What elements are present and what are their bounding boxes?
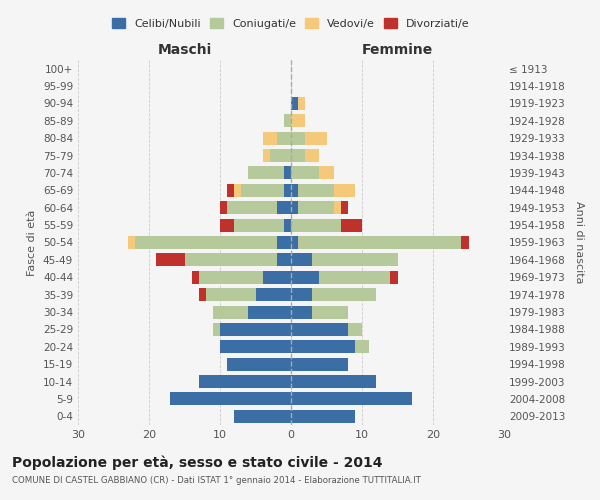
Bar: [313, 306, 348, 318]
Bar: [220, 201, 227, 214]
Legend: Celibi/Nubili, Coniugati/e, Vedovi/e, Divorziati/e: Celibi/Nubili, Coniugati/e, Vedovi/e, Di…: [109, 14, 473, 32]
Bar: [298, 201, 334, 214]
Bar: [277, 132, 291, 144]
Bar: [220, 323, 291, 336]
Bar: [241, 184, 284, 197]
Bar: [284, 114, 291, 128]
Y-axis label: Anni di nascita: Anni di nascita: [574, 201, 584, 284]
Bar: [199, 375, 291, 388]
Bar: [234, 410, 291, 423]
Bar: [284, 218, 291, 232]
Bar: [291, 201, 298, 214]
Bar: [298, 184, 334, 197]
Text: Maschi: Maschi: [157, 42, 212, 56]
Bar: [305, 132, 326, 144]
Bar: [291, 236, 298, 249]
Bar: [291, 392, 412, 406]
Bar: [284, 166, 291, 179]
Bar: [291, 358, 348, 370]
Bar: [291, 114, 305, 128]
Bar: [263, 270, 291, 284]
Bar: [135, 236, 277, 249]
Bar: [298, 97, 305, 110]
Bar: [227, 184, 234, 197]
Bar: [270, 149, 291, 162]
Text: Femmine: Femmine: [362, 42, 433, 56]
Bar: [313, 254, 398, 266]
Bar: [291, 340, 355, 353]
Bar: [277, 254, 291, 266]
Bar: [277, 236, 291, 249]
Bar: [334, 184, 355, 197]
Bar: [248, 166, 284, 179]
Bar: [305, 149, 319, 162]
Bar: [298, 236, 461, 249]
Bar: [277, 201, 291, 214]
Bar: [185, 254, 277, 266]
Bar: [227, 201, 277, 214]
Bar: [263, 132, 277, 144]
Bar: [291, 132, 305, 144]
Text: COMUNE DI CASTEL GABBIANO (CR) - Dati ISTAT 1° gennaio 2014 - Elaborazione TUTTI: COMUNE DI CASTEL GABBIANO (CR) - Dati IS…: [12, 476, 421, 485]
Bar: [341, 201, 348, 214]
Bar: [156, 254, 185, 266]
Bar: [234, 218, 284, 232]
Bar: [291, 306, 313, 318]
Bar: [213, 323, 220, 336]
Bar: [284, 184, 291, 197]
Bar: [191, 270, 199, 284]
Bar: [341, 218, 362, 232]
Bar: [291, 184, 298, 197]
Bar: [227, 358, 291, 370]
Bar: [256, 288, 291, 301]
Bar: [319, 270, 391, 284]
Bar: [291, 254, 313, 266]
Text: Popolazione per età, sesso e stato civile - 2014: Popolazione per età, sesso e stato civil…: [12, 455, 383, 469]
Bar: [220, 218, 234, 232]
Bar: [291, 323, 348, 336]
Bar: [291, 97, 298, 110]
Bar: [291, 149, 305, 162]
Bar: [248, 306, 291, 318]
Bar: [461, 236, 469, 249]
Bar: [313, 288, 376, 301]
Bar: [206, 288, 256, 301]
Bar: [128, 236, 135, 249]
Bar: [291, 375, 376, 388]
Bar: [263, 149, 270, 162]
Bar: [291, 410, 355, 423]
Bar: [170, 392, 291, 406]
Bar: [319, 166, 334, 179]
Bar: [348, 323, 362, 336]
Bar: [213, 306, 248, 318]
Y-axis label: Fasce di età: Fasce di età: [28, 210, 37, 276]
Bar: [291, 270, 319, 284]
Bar: [291, 288, 313, 301]
Bar: [220, 340, 291, 353]
Bar: [334, 201, 341, 214]
Bar: [291, 166, 319, 179]
Bar: [291, 218, 341, 232]
Bar: [391, 270, 398, 284]
Bar: [355, 340, 369, 353]
Bar: [199, 288, 206, 301]
Bar: [234, 184, 241, 197]
Bar: [199, 270, 263, 284]
